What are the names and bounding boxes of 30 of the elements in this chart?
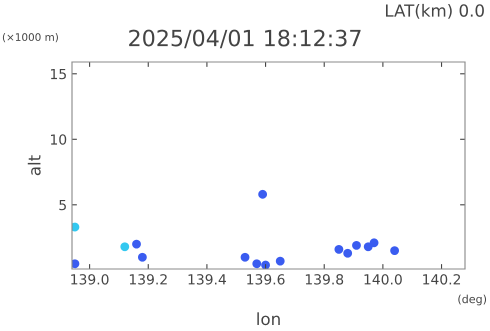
x-tick-label: 140.0: [364, 274, 402, 285]
x-axis-title: lon: [257, 312, 280, 326]
chart-title: 2025/04/01 18:12:37: [129, 30, 361, 48]
point: [240, 252, 250, 262]
point: [132, 240, 141, 248]
text: (deg): [458, 294, 486, 306]
text: (×1000 m): [2, 32, 58, 42]
point: [343, 248, 352, 258]
y-tick-label: 10: [50, 134, 66, 145]
y-tick-label: 15: [50, 68, 66, 80]
point: [258, 190, 268, 199]
x-tick-label: 139.4: [188, 274, 226, 285]
point: [138, 252, 147, 262]
point: [120, 242, 130, 252]
x-tick-label: 139.6: [247, 274, 285, 285]
y-axis-title: alt: [28, 155, 41, 176]
point: [252, 259, 262, 268]
point: [370, 238, 378, 248]
x-tick-label: 139.2: [130, 274, 167, 285]
point: [276, 256, 285, 266]
point: [261, 260, 270, 269]
point: [334, 244, 344, 254]
x-tick-label: 139.8: [306, 274, 344, 285]
x-tick-label: 140.2: [423, 274, 460, 285]
point: [390, 246, 400, 256]
x-tick-label: 139.0: [71, 274, 109, 285]
text: LAT(km) 0.0: [386, 4, 484, 19]
y-tick-label: 5: [59, 200, 66, 210]
point: [72, 222, 80, 232]
point: [352, 241, 361, 250]
